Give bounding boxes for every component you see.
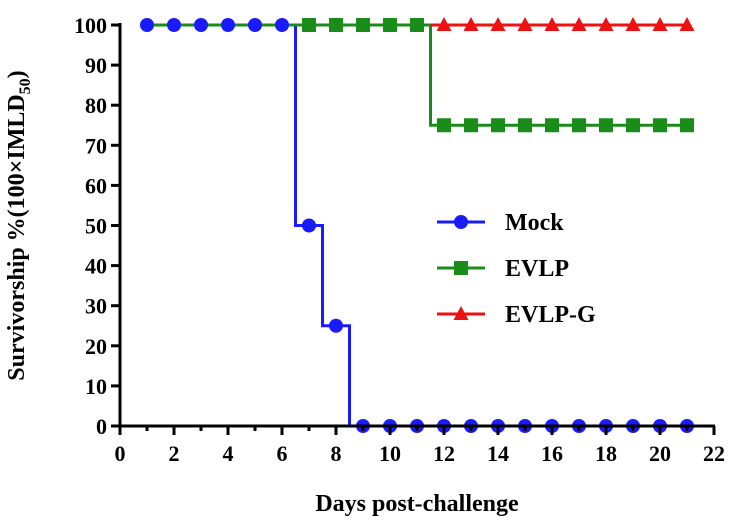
legend-label-evlp-g: EVLP-G — [505, 302, 596, 328]
data-point-evlp-g — [652, 17, 668, 31]
data-point-evlp — [437, 118, 451, 133]
legend-marker-evlp-g — [453, 306, 469, 320]
data-point-evlp — [302, 18, 316, 32]
x-tick-label: 6 — [277, 441, 288, 466]
y-tick-label: 100 — [74, 13, 107, 38]
x-tick-label: 18 — [595, 441, 617, 466]
data-point-evlp — [653, 118, 667, 133]
legend: Mock EVLP EVLP-G — [437, 210, 596, 328]
data-point-evlp — [383, 18, 397, 32]
y-axis-title: Survivorship %(100×IMLD50) — [4, 70, 34, 380]
x-axis-title: Days post-challenge — [315, 491, 519, 517]
x-tick-label: 12 — [433, 441, 455, 466]
data-point-evlp — [680, 118, 694, 133]
legend-label-evlp: EVLP — [505, 256, 569, 282]
y-tick-label: 40 — [85, 254, 107, 279]
data-point-evlp-g — [517, 17, 533, 31]
data-point-evlp — [464, 118, 478, 133]
x-tick-label: 10 — [379, 441, 401, 466]
data-point-evlp-g — [571, 17, 587, 31]
data-point-mock — [275, 18, 289, 32]
y-axis-title-close: ) — [4, 70, 30, 78]
data-point-mock — [140, 18, 154, 32]
data-point-mock — [194, 18, 208, 32]
data-point-evlp-g — [679, 17, 695, 31]
y-axis-title-subscript: 50 — [17, 78, 34, 94]
y-tick-label: 30 — [85, 294, 107, 319]
y-tick-label: 50 — [85, 214, 107, 239]
y-tick-label: 70 — [85, 133, 107, 158]
x-tick-label: 8 — [331, 441, 342, 466]
data-point-evlp — [329, 18, 343, 32]
data-point-evlp — [572, 118, 586, 133]
data-point-evlp-g — [598, 17, 614, 31]
data-point-mock — [329, 318, 343, 333]
x-tick-label: 16 — [541, 441, 563, 466]
series-layer — [140, 17, 695, 433]
data-point-evlp — [410, 18, 424, 32]
x-tick-label: 0 — [115, 441, 126, 466]
y-tick-label: 80 — [85, 93, 107, 118]
data-point-mock — [221, 18, 235, 32]
data-point-evlp-g — [625, 17, 641, 31]
data-point-evlp-g — [544, 17, 560, 31]
y-tick-label: 90 — [85, 53, 107, 78]
data-point-evlp-g — [463, 17, 479, 31]
y-tick-label: 0 — [96, 414, 107, 439]
data-point-evlp-g — [436, 17, 452, 31]
data-point-evlp — [518, 118, 532, 133]
x-tick-label: 22 — [703, 441, 725, 466]
data-point-evlp — [599, 118, 613, 133]
x-tick-label: 20 — [649, 441, 671, 466]
data-point-mock — [302, 218, 316, 233]
x-tick-label: 4 — [223, 441, 234, 466]
series-line-mock — [147, 23, 687, 428]
legend-marker-mock — [454, 215, 468, 229]
x-tick-label: 2 — [169, 441, 180, 466]
data-point-mock — [167, 18, 181, 32]
series-line-evlp — [147, 23, 687, 127]
axes-layer: 0 10 20 30 40 50 60 70 80 90 100 0 2 4 6 8 10 12 14 16 18 20 2… — [74, 13, 725, 466]
data-point-evlp — [356, 18, 370, 32]
y-axis-title-main: Survivorship %(100×IMLD — [4, 94, 30, 380]
x-tick-label: 14 — [487, 441, 509, 466]
data-point-evlp — [491, 118, 505, 133]
data-point-evlp — [545, 118, 559, 133]
y-tick-label: 20 — [85, 334, 107, 359]
data-point-evlp — [626, 118, 640, 133]
y-tick-label: 10 — [85, 374, 107, 399]
legend-marker-evlp — [454, 261, 468, 275]
data-point-evlp-g — [490, 17, 506, 31]
data-point-mock — [248, 18, 262, 32]
y-tick-label: 60 — [85, 173, 107, 198]
legend-label-mock: Mock — [505, 210, 564, 236]
